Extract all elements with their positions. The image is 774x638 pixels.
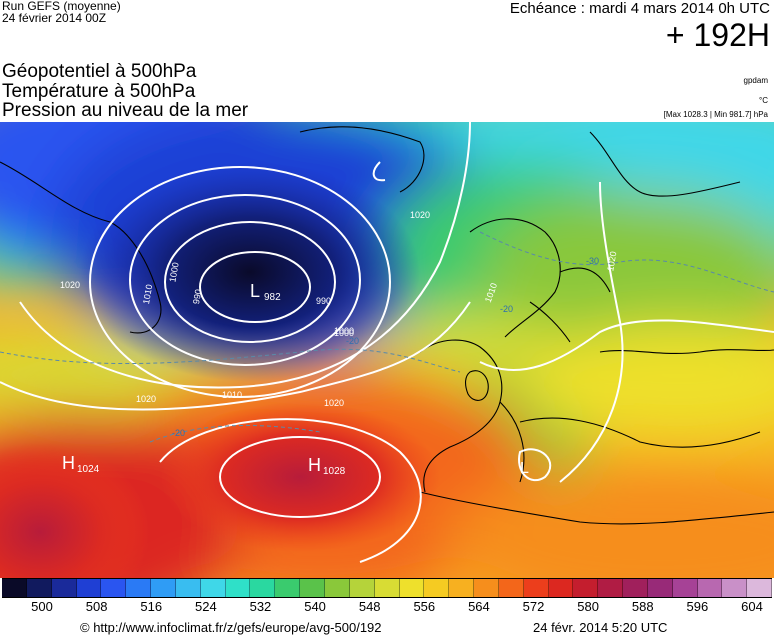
color-scale-swatch [126,579,152,597]
isobars [0,122,774,563]
low-center-letter: L [520,460,529,477]
isobar-label: 1020 [136,394,156,404]
isobar-label: 1020 [410,210,430,220]
generation-time: 24 févr. 2014 5:20 UTC [533,620,668,635]
unit-temperature: °C [759,96,768,105]
isotherm-label: -20 [172,428,185,438]
parameter-pressure: Pression au niveau de la mer [2,100,249,121]
source-credit: © http://www.infoclimat.fr/z/gefs/europe… [80,620,382,635]
color-scale-tick-label: 564 [468,599,490,614]
color-scale-swatch [2,579,27,597]
color-scale-swatch [324,579,350,597]
low-center-mediterranean: L [520,460,529,477]
color-scale-swatch [349,579,375,597]
color-scale-swatch [200,579,226,597]
isobar-label: 1010 [141,283,154,304]
color-scale-tick-label: 508 [85,599,108,614]
run-title: Run GEFS (moyenne) [2,0,121,13]
color-scale-swatch [399,579,425,597]
isotherm-label: -30 [586,256,599,266]
isobar-label: 990 [316,296,331,306]
isobar-label: 1010 [222,390,242,400]
high-center-value: 1024 [77,464,100,475]
color-scale-tick-label: 532 [249,599,272,614]
unit-pressure-range: [Max 1028.3 | Min 981.7] hPa [663,110,768,119]
forecast-valid-time: Echéance : mardi 4 mars 2014 0h UTC [509,0,770,17]
color-scale-tick-label: 524 [194,599,217,614]
high-center-1024: H 1024 [62,453,100,475]
geopotential-field [0,122,774,578]
low-center-value: 982 [264,292,281,303]
color-scale-tick-label: 548 [358,599,381,614]
color-scale-swatch [26,579,52,597]
color-scale-swatch [275,579,301,597]
isobar-label: 1000 [167,262,180,283]
color-scale-swatch [722,579,748,597]
color-scale-swatch [498,579,524,597]
color-scale-tick-label: 556 [413,599,436,614]
color-scale-swatch [548,579,574,597]
low-center-982: L 982 [250,281,281,303]
color-scale-tick-label: 604 [741,599,763,614]
color-scale-swatch [175,579,201,597]
color-scale-swatch [250,579,276,597]
isotherms [0,231,774,443]
color-scale-tick-label: 540 [304,599,326,614]
isobar-label: 1020 [605,251,618,272]
isobar-label: 1020 [60,280,80,290]
color-scale-swatch [51,579,77,597]
color-scale-swatch [76,579,102,597]
run-date: 24 février 2014 00Z [2,11,107,25]
parameter-temperature: Température à 500hPa [2,81,196,102]
color-scale-bar [2,578,773,598]
color-scale-swatch [672,579,698,597]
color-scale-swatch [374,579,400,597]
color-scale-swatch [697,579,723,597]
color-scale-swatch [573,579,599,597]
color-scale-tick-label: 516 [140,599,163,614]
color-scale-tick-label: 588 [631,599,654,614]
color-scale-swatch [474,579,499,597]
isotherm-label: -20 [346,336,359,346]
color-scale-swatch [623,579,648,597]
color-scale-tick-label: 580 [577,599,599,614]
parameter-geopotential: Géopotentiel à 500hPa [2,61,197,82]
color-scale-tick-label: 500 [31,599,53,614]
high-center-letter: H [308,455,321,475]
isobar-label: 1000 [334,326,354,336]
high-center-value: 1028 [323,466,346,477]
color-scale-swatch [647,579,673,597]
isotherm-label: -20 [500,304,513,314]
color-scale-ticks: 500 508 516 524 532 540 548 556 564 572 580 588 596 6… [0,600,774,616]
unit-geopotential: gpdam [743,76,768,85]
color-scale-tick-label: 596 [686,599,709,614]
color-scale-tick-label: 572 [522,599,545,614]
color-scale-swatch [747,579,773,597]
color-scale-swatch [523,579,549,597]
color-scale-swatch [101,579,127,597]
color-scale-swatch [300,579,325,597]
isobar-label: 1000 [334,328,354,338]
isobar-label: 990 [191,288,203,305]
lead-time: + 192H [665,17,770,53]
color-scale-swatch [225,579,251,597]
color-scale-swatch [598,579,624,597]
color-scale-swatch [449,579,475,597]
high-center-1028: H 1028 [308,455,346,477]
coastlines [0,126,774,525]
low-center-letter: L [250,281,260,301]
isobar-label: 1020 [324,398,344,408]
color-scale-swatch [424,579,450,597]
high-center-letter: H [62,453,75,473]
forecast-map: 1020 1010 1000 990 990 1000 1010 1020 10… [0,122,774,578]
color-scale-swatch [151,579,176,597]
